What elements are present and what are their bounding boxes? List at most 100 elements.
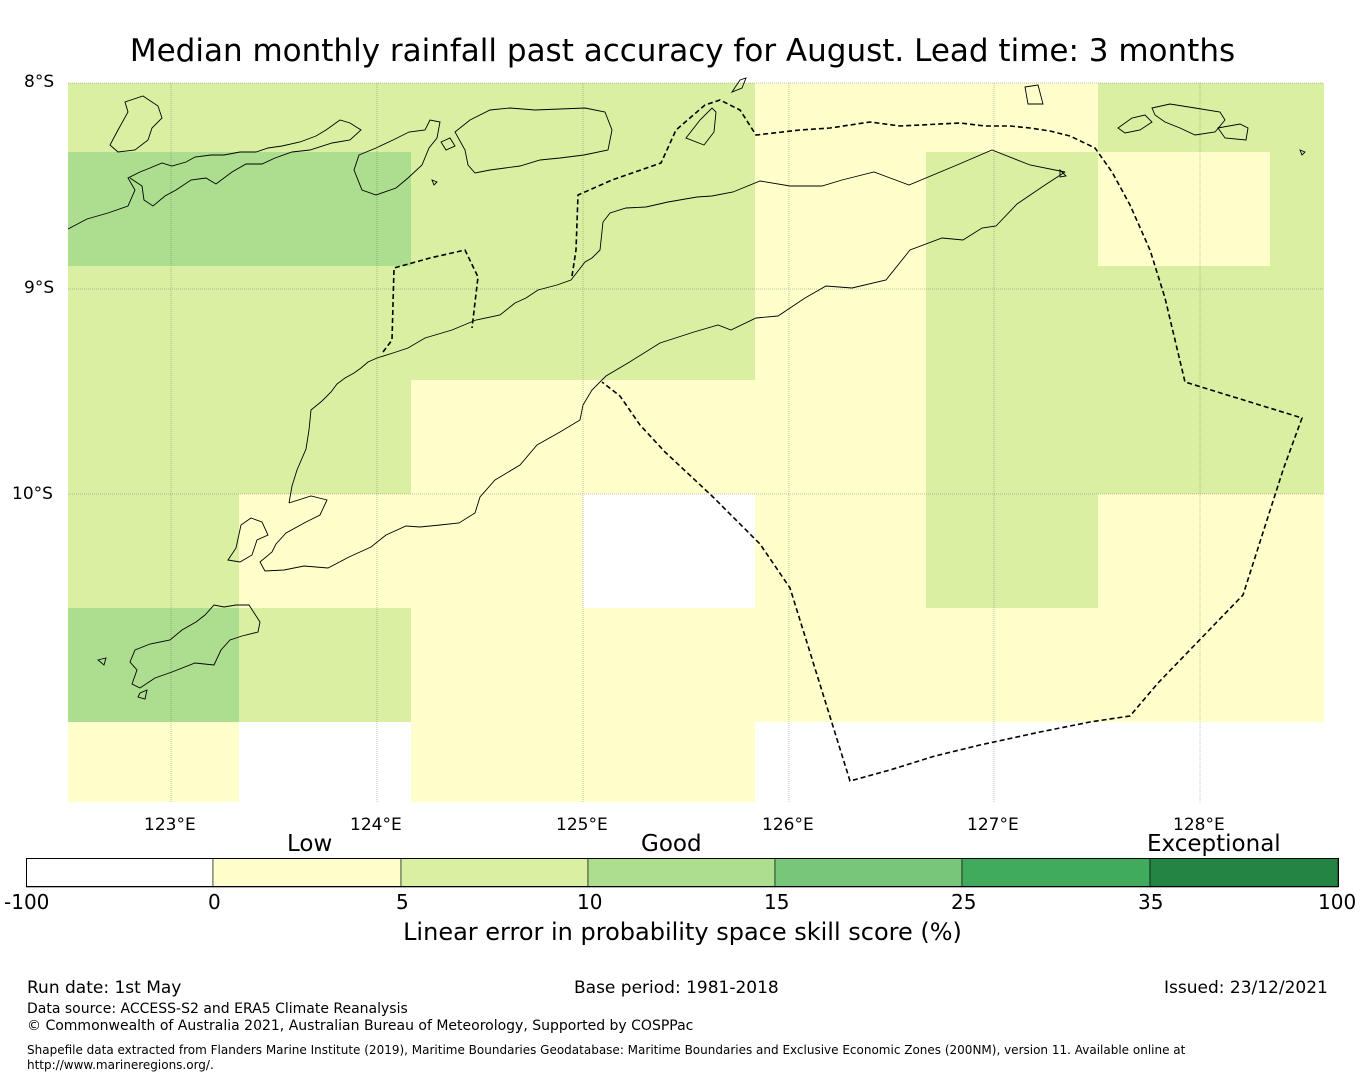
skill-cell [239, 494, 411, 608]
skill-cell [755, 266, 926, 380]
skill-cell [1270, 380, 1324, 494]
skill-cell [1270, 722, 1324, 802]
lon-label-124e: 124°E [350, 815, 402, 835]
colorbar-segment [212, 858, 402, 888]
skill-grid [68, 83, 1324, 802]
skill-cell [411, 83, 583, 152]
lon-label-125e: 125°E [556, 815, 608, 835]
graticule [68, 82, 1324, 802]
colorbar-segment [400, 858, 589, 888]
base-period: Base period: 1981-2018 [574, 978, 779, 998]
issued-date: Issued: 23/12/2021 [1164, 978, 1328, 998]
colorbar-segment [961, 858, 1151, 888]
skill-cell [1270, 152, 1324, 266]
skill-cell [1098, 380, 1270, 494]
skill-cell [926, 494, 1098, 608]
eastern-islands [1117, 103, 1249, 141]
skill-cell [239, 722, 411, 802]
skill-cell [583, 152, 755, 266]
skill-cell [239, 266, 411, 380]
timor-south-coast [259, 171, 1066, 572]
colorbar-label: Linear error in probability space skill … [403, 918, 962, 946]
skill-cell [926, 83, 1098, 152]
lat-label-10s: 10°S [12, 484, 53, 504]
eez-north [571, 99, 1304, 782]
skill-cell [1098, 494, 1270, 608]
colorbar-segments [26, 858, 1339, 888]
skill-cell [926, 608, 1098, 722]
skill-cell [583, 83, 755, 152]
tick-minus100: -100 [4, 890, 50, 914]
skill-cell [755, 608, 926, 722]
lon-label-126e: 126°E [762, 815, 814, 835]
skill-cell [68, 83, 239, 152]
lat-label-8s: 8°S [24, 72, 55, 92]
category-good: Good [641, 831, 702, 857]
skill-cell [68, 266, 239, 380]
skill-cell [926, 380, 1098, 494]
skill-cell [926, 266, 1098, 380]
maritime-boundaries [382, 99, 1304, 782]
skill-cell [411, 266, 583, 380]
skill-cell [411, 380, 583, 494]
tick-15: 15 [764, 890, 790, 914]
skill-cell [239, 152, 411, 266]
skill-cell [755, 83, 926, 152]
skill-cell [411, 494, 583, 608]
tick-35: 35 [1138, 890, 1164, 914]
lon-label-128e: 128°E [1173, 815, 1225, 835]
skill-cell [239, 608, 411, 722]
colorbar-segment [1149, 858, 1339, 888]
skill-cell [583, 266, 755, 380]
skill-cell [583, 494, 755, 608]
skill-cell [68, 380, 239, 494]
skill-cell [239, 380, 411, 494]
tick-10: 10 [577, 890, 603, 914]
skill-cell [583, 608, 755, 722]
eez-oecusse [382, 249, 479, 353]
colorbar-segment [587, 858, 776, 888]
skill-cell [411, 152, 583, 266]
colorbar [26, 858, 1339, 888]
skill-cell [411, 722, 583, 802]
tick-5: 5 [396, 890, 409, 914]
skill-cell [1098, 266, 1270, 380]
skill-cell [68, 152, 239, 266]
lat-label-9s: 9°S [24, 278, 55, 298]
skill-cell [239, 83, 411, 152]
tick-100: 100 [1318, 890, 1357, 914]
map-title: Median monthly rainfall past accuracy fo… [129, 33, 1236, 69]
shapefile-credit: Shapefile data extracted from Flanders M… [27, 1043, 1186, 1057]
category-low: Low [287, 831, 333, 857]
timor-north-coast [288, 149, 1066, 504]
data-source: Data source: ACCESS-S2 and ERA5 Climate … [27, 1001, 408, 1017]
skill-cell [411, 608, 583, 722]
skill-cell [926, 722, 1098, 802]
colorbar-segment [774, 858, 963, 888]
skill-cell [68, 494, 239, 608]
colorbar-segment [26, 858, 214, 888]
skill-cell [755, 494, 926, 608]
copyright: © Commonwealth of Australia 2021, Austra… [27, 1018, 694, 1034]
skill-cell [1270, 494, 1324, 608]
skill-map [67, 77, 1324, 802]
skill-cell [1098, 608, 1270, 722]
skill-cell [1270, 608, 1324, 722]
skill-cell [755, 380, 926, 494]
run-date: Run date: 1st May [27, 978, 182, 998]
skill-cell [1098, 83, 1270, 152]
lon-label-127e: 127°E [967, 815, 1019, 835]
skill-cell [1270, 83, 1324, 152]
skill-cell [1098, 722, 1270, 802]
lon-label-123e: 123°E [144, 815, 196, 835]
skill-cell [1270, 266, 1324, 380]
coastlines [67, 77, 1306, 700]
shapefile-url: http://www.marineregions.org/. [27, 1058, 214, 1072]
skill-cell [1098, 152, 1270, 266]
tick-0: 0 [208, 890, 221, 914]
skill-cell [583, 722, 755, 802]
skill-cell [583, 380, 755, 494]
alor-coast [454, 107, 613, 174]
rote-coast [129, 604, 261, 689]
skill-cell [68, 722, 239, 802]
